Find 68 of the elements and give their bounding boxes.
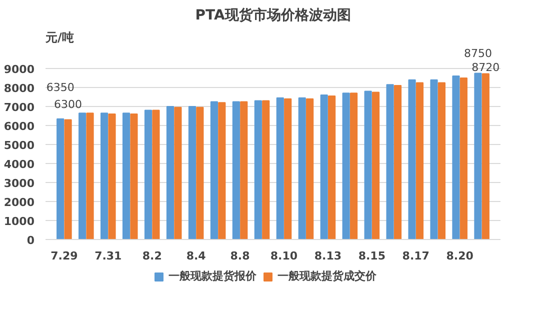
bar xyxy=(254,100,262,240)
bar xyxy=(108,114,116,240)
bar xyxy=(188,106,196,240)
x-tick-label: 8.4 xyxy=(186,250,206,262)
data-label: 6350 xyxy=(46,80,74,94)
bar xyxy=(474,72,482,240)
x-tick-label: 7.29 xyxy=(50,250,78,262)
x-tick-label: 8.17 xyxy=(402,250,430,262)
bar xyxy=(284,98,292,240)
bar xyxy=(350,92,358,240)
bar xyxy=(56,118,64,240)
bar xyxy=(342,92,350,240)
bar xyxy=(438,82,446,240)
bar xyxy=(262,100,270,240)
bar xyxy=(328,96,336,240)
x-tick-label: 8.13 xyxy=(314,250,342,262)
bar xyxy=(306,98,314,240)
bar xyxy=(174,106,182,240)
bar xyxy=(408,79,416,240)
data-label: 8750 xyxy=(464,47,492,60)
bar xyxy=(130,114,138,240)
x-tick-label: 8.8 xyxy=(230,250,250,262)
x-tick-label: 8.10 xyxy=(270,250,298,262)
y-tick-label: 1000 xyxy=(4,214,35,228)
bar xyxy=(482,73,490,240)
y-tick-label: 2000 xyxy=(4,196,35,209)
data-label: 6300 xyxy=(54,98,82,111)
bar xyxy=(86,112,94,240)
bar xyxy=(240,101,248,240)
data-label: 8720 xyxy=(472,60,500,74)
x-tick-label: 7.31 xyxy=(94,250,122,262)
bar xyxy=(276,97,284,240)
bar xyxy=(78,112,86,240)
bar xyxy=(100,112,108,240)
y-axis-title: 元/吨 xyxy=(44,30,74,44)
y-tick-label: 6000 xyxy=(4,120,35,133)
bar xyxy=(416,82,424,240)
y-tick-label: 0 xyxy=(26,234,35,247)
y-tick-label: 4000 xyxy=(4,158,35,171)
y-tick-label: 5000 xyxy=(4,138,35,152)
bar xyxy=(320,94,328,240)
chart-title: PTA现货市场价格波动图 xyxy=(195,6,351,24)
bar xyxy=(430,79,438,240)
x-tick-label: 8.20 xyxy=(446,250,474,262)
y-tick-label: 9000 xyxy=(4,62,35,76)
bar xyxy=(298,97,306,240)
bar xyxy=(452,76,460,240)
bar xyxy=(122,112,130,240)
bar xyxy=(394,85,402,240)
y-tick-label: 3000 xyxy=(4,176,35,190)
bar xyxy=(210,101,218,240)
bar xyxy=(166,106,174,240)
y-tick-label: 8000 xyxy=(4,82,35,95)
bar xyxy=(460,77,468,240)
x-tick-label: 8.15 xyxy=(358,250,386,262)
legend-label: 一般现款提货成交价 xyxy=(278,268,376,284)
bar xyxy=(218,102,226,240)
bar xyxy=(152,110,160,240)
bar xyxy=(196,106,204,240)
bar xyxy=(386,84,394,240)
bar xyxy=(364,90,372,240)
bar xyxy=(64,119,72,240)
bar xyxy=(372,92,380,240)
bar xyxy=(232,101,240,240)
legend-label: 一般现款提货报价 xyxy=(168,268,256,284)
x-tick-label: 8.2 xyxy=(142,250,162,262)
y-tick-label: 7000 xyxy=(4,100,35,114)
bar xyxy=(144,110,152,240)
